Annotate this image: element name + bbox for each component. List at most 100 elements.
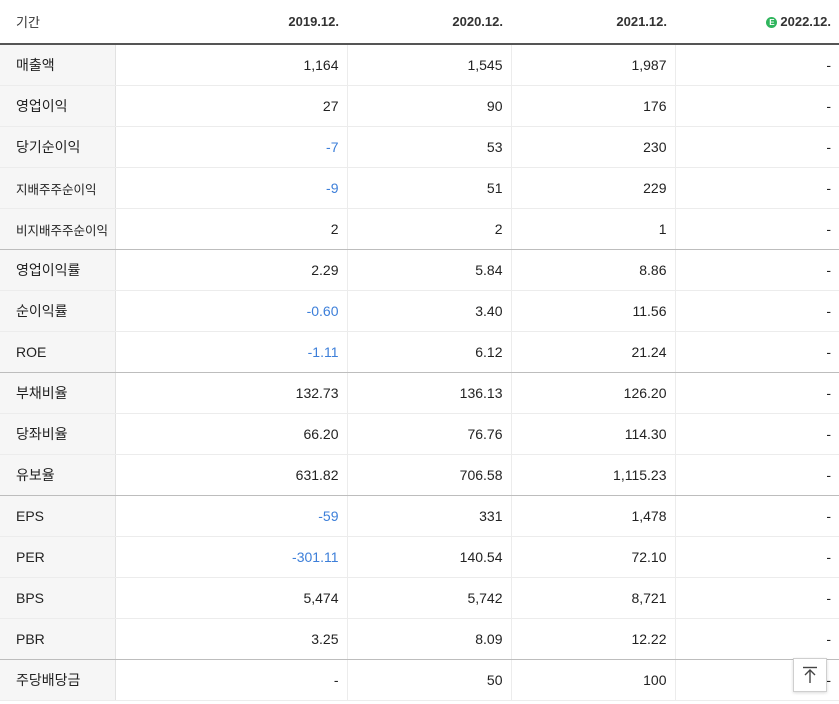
row-label: PER <box>0 536 116 578</box>
table-cell: -0.60 <box>114 290 347 332</box>
financial-table-body: 매출액 1,164 1,545 1,987- 영업이익 27 90 176- 당기순이익 -7 53… <box>0 44 839 701</box>
table-cell: 5.84 <box>346 249 511 291</box>
table-cell: -7 <box>114 126 347 168</box>
table-cell: 8,721 <box>510 577 675 619</box>
row-label: 비지배주주순이익 <box>0 208 116 250</box>
table-cell: - <box>674 331 839 373</box>
table-row: ROE -1.11 6.12 21.24- <box>0 331 839 373</box>
table-row: 영업이익 27 90 176- <box>0 85 839 127</box>
table-cell: 126.20 <box>510 372 675 414</box>
table-cell: 2 <box>114 208 347 250</box>
row-label: 유보율 <box>0 454 116 496</box>
row-label: 부채비율 <box>0 372 116 414</box>
row-label: PBR <box>0 618 116 660</box>
table-cell: 706.58 <box>346 454 511 496</box>
table-cell: 2.29 <box>114 249 347 291</box>
row-label: 매출액 <box>0 44 116 86</box>
table-row: PER -301.11 140.54 72.10- <box>0 536 839 578</box>
table-cell: 136.13 <box>346 372 511 414</box>
table-cell: 331 <box>346 495 511 537</box>
row-label: EPS <box>0 495 116 537</box>
table-cell: 631.82 <box>114 454 347 496</box>
table-cell: 1,987 <box>510 44 675 86</box>
table-cell: 8.86 <box>510 249 675 291</box>
table-cell: 230 <box>510 126 675 168</box>
table-cell: 27 <box>114 85 347 127</box>
row-label: 당기순이익 <box>0 126 116 168</box>
table-row: 당기순이익 -7 53 230- <box>0 126 839 168</box>
table-row: 부채비율 132.73 136.13 126.20- <box>0 372 839 414</box>
scroll-to-top-button[interactable] <box>793 658 827 692</box>
table-cell: 8.09 <box>346 618 511 660</box>
table-cell: 51 <box>346 167 511 209</box>
estimate-badge-icon: E <box>766 17 778 28</box>
period-header-2022-estimate: E 2022.12. <box>675 0 839 45</box>
table-cell: 21.24 <box>510 331 675 373</box>
header-row: 기간 2019.12. 2020.12. 2021.12. E 2022.12. <box>0 0 839 45</box>
table-cell: - <box>114 659 347 701</box>
row-label: ROE <box>0 331 116 373</box>
row-label: 순이익률 <box>0 290 116 332</box>
table-row: 비지배주주순이익 2 2 1- <box>0 208 839 250</box>
table-cell: - <box>674 249 839 291</box>
table-cell: 3.25 <box>114 618 347 660</box>
table-cell: 132.73 <box>114 372 347 414</box>
period-header-2022-label: 2022.12. <box>780 14 831 29</box>
table-cell: - <box>674 536 839 578</box>
row-label: 지배주주순이익 <box>0 167 116 209</box>
table-cell: 3.40 <box>346 290 511 332</box>
table-cell: 5,474 <box>114 577 347 619</box>
table-row: BPS 5,474 5,742 8,721- <box>0 577 839 619</box>
arrow-up-to-top-icon <box>803 666 817 683</box>
table-cell: 2 <box>346 208 511 250</box>
table-row: 주당배당금 -50 100- <box>0 659 839 701</box>
row-label: 영업이익 <box>0 85 116 127</box>
row-label: 주당배당금 <box>0 659 116 701</box>
table-row: 순이익률 -0.60 3.40 11.56- <box>0 290 839 332</box>
row-label: 영업이익률 <box>0 249 116 291</box>
table-cell: - <box>674 495 839 537</box>
table-cell: 1,115.23 <box>510 454 675 496</box>
table-cell: 100 <box>510 659 675 701</box>
table-cell: -9 <box>114 167 347 209</box>
row-label: 당좌비율 <box>0 413 116 455</box>
table-cell: - <box>674 372 839 414</box>
table-row: 당좌비율 66.20 76.76 114.30- <box>0 413 839 455</box>
period-header-label: 기간 <box>0 0 115 45</box>
table-row: 영업이익률 2.29 5.84 8.86- <box>0 249 839 291</box>
table-cell: 5,742 <box>346 577 511 619</box>
table-cell: 1,164 <box>114 44 347 86</box>
table-cell: -301.11 <box>114 536 347 578</box>
table-cell: 176 <box>510 85 675 127</box>
table-cell: - <box>674 454 839 496</box>
table-cell: -59 <box>114 495 347 537</box>
period-header-2019: 2019.12. <box>115 0 347 45</box>
table-cell: - <box>674 290 839 332</box>
table-cell: - <box>674 413 839 455</box>
period-header-2021: 2021.12. <box>511 0 675 45</box>
table-cell: - <box>674 208 839 250</box>
table-cell: 72.10 <box>510 536 675 578</box>
table-row: 유보율 631.82 706.58 1,115.23- <box>0 454 839 496</box>
table-cell: 90 <box>346 85 511 127</box>
table-cell: - <box>674 577 839 619</box>
table-cell: 114.30 <box>510 413 675 455</box>
period-header-2020: 2020.12. <box>347 0 511 45</box>
table-cell: 1 <box>510 208 675 250</box>
table-cell: 12.22 <box>510 618 675 660</box>
table-cell: - <box>674 85 839 127</box>
table-cell: 6.12 <box>346 331 511 373</box>
table-cell: -1.11 <box>114 331 347 373</box>
table-row: PBR 3.25 8.09 12.22- <box>0 618 839 660</box>
table-cell: 1,478 <box>510 495 675 537</box>
table-cell: 66.20 <box>114 413 347 455</box>
table-cell: - <box>674 618 839 660</box>
table-cell: 11.56 <box>510 290 675 332</box>
table-cell: - <box>674 44 839 86</box>
table-row: EPS -59 331 1,478- <box>0 495 839 537</box>
table-cell: 50 <box>346 659 511 701</box>
table-cell: 1,545 <box>346 44 511 86</box>
table-cell: 76.76 <box>346 413 511 455</box>
